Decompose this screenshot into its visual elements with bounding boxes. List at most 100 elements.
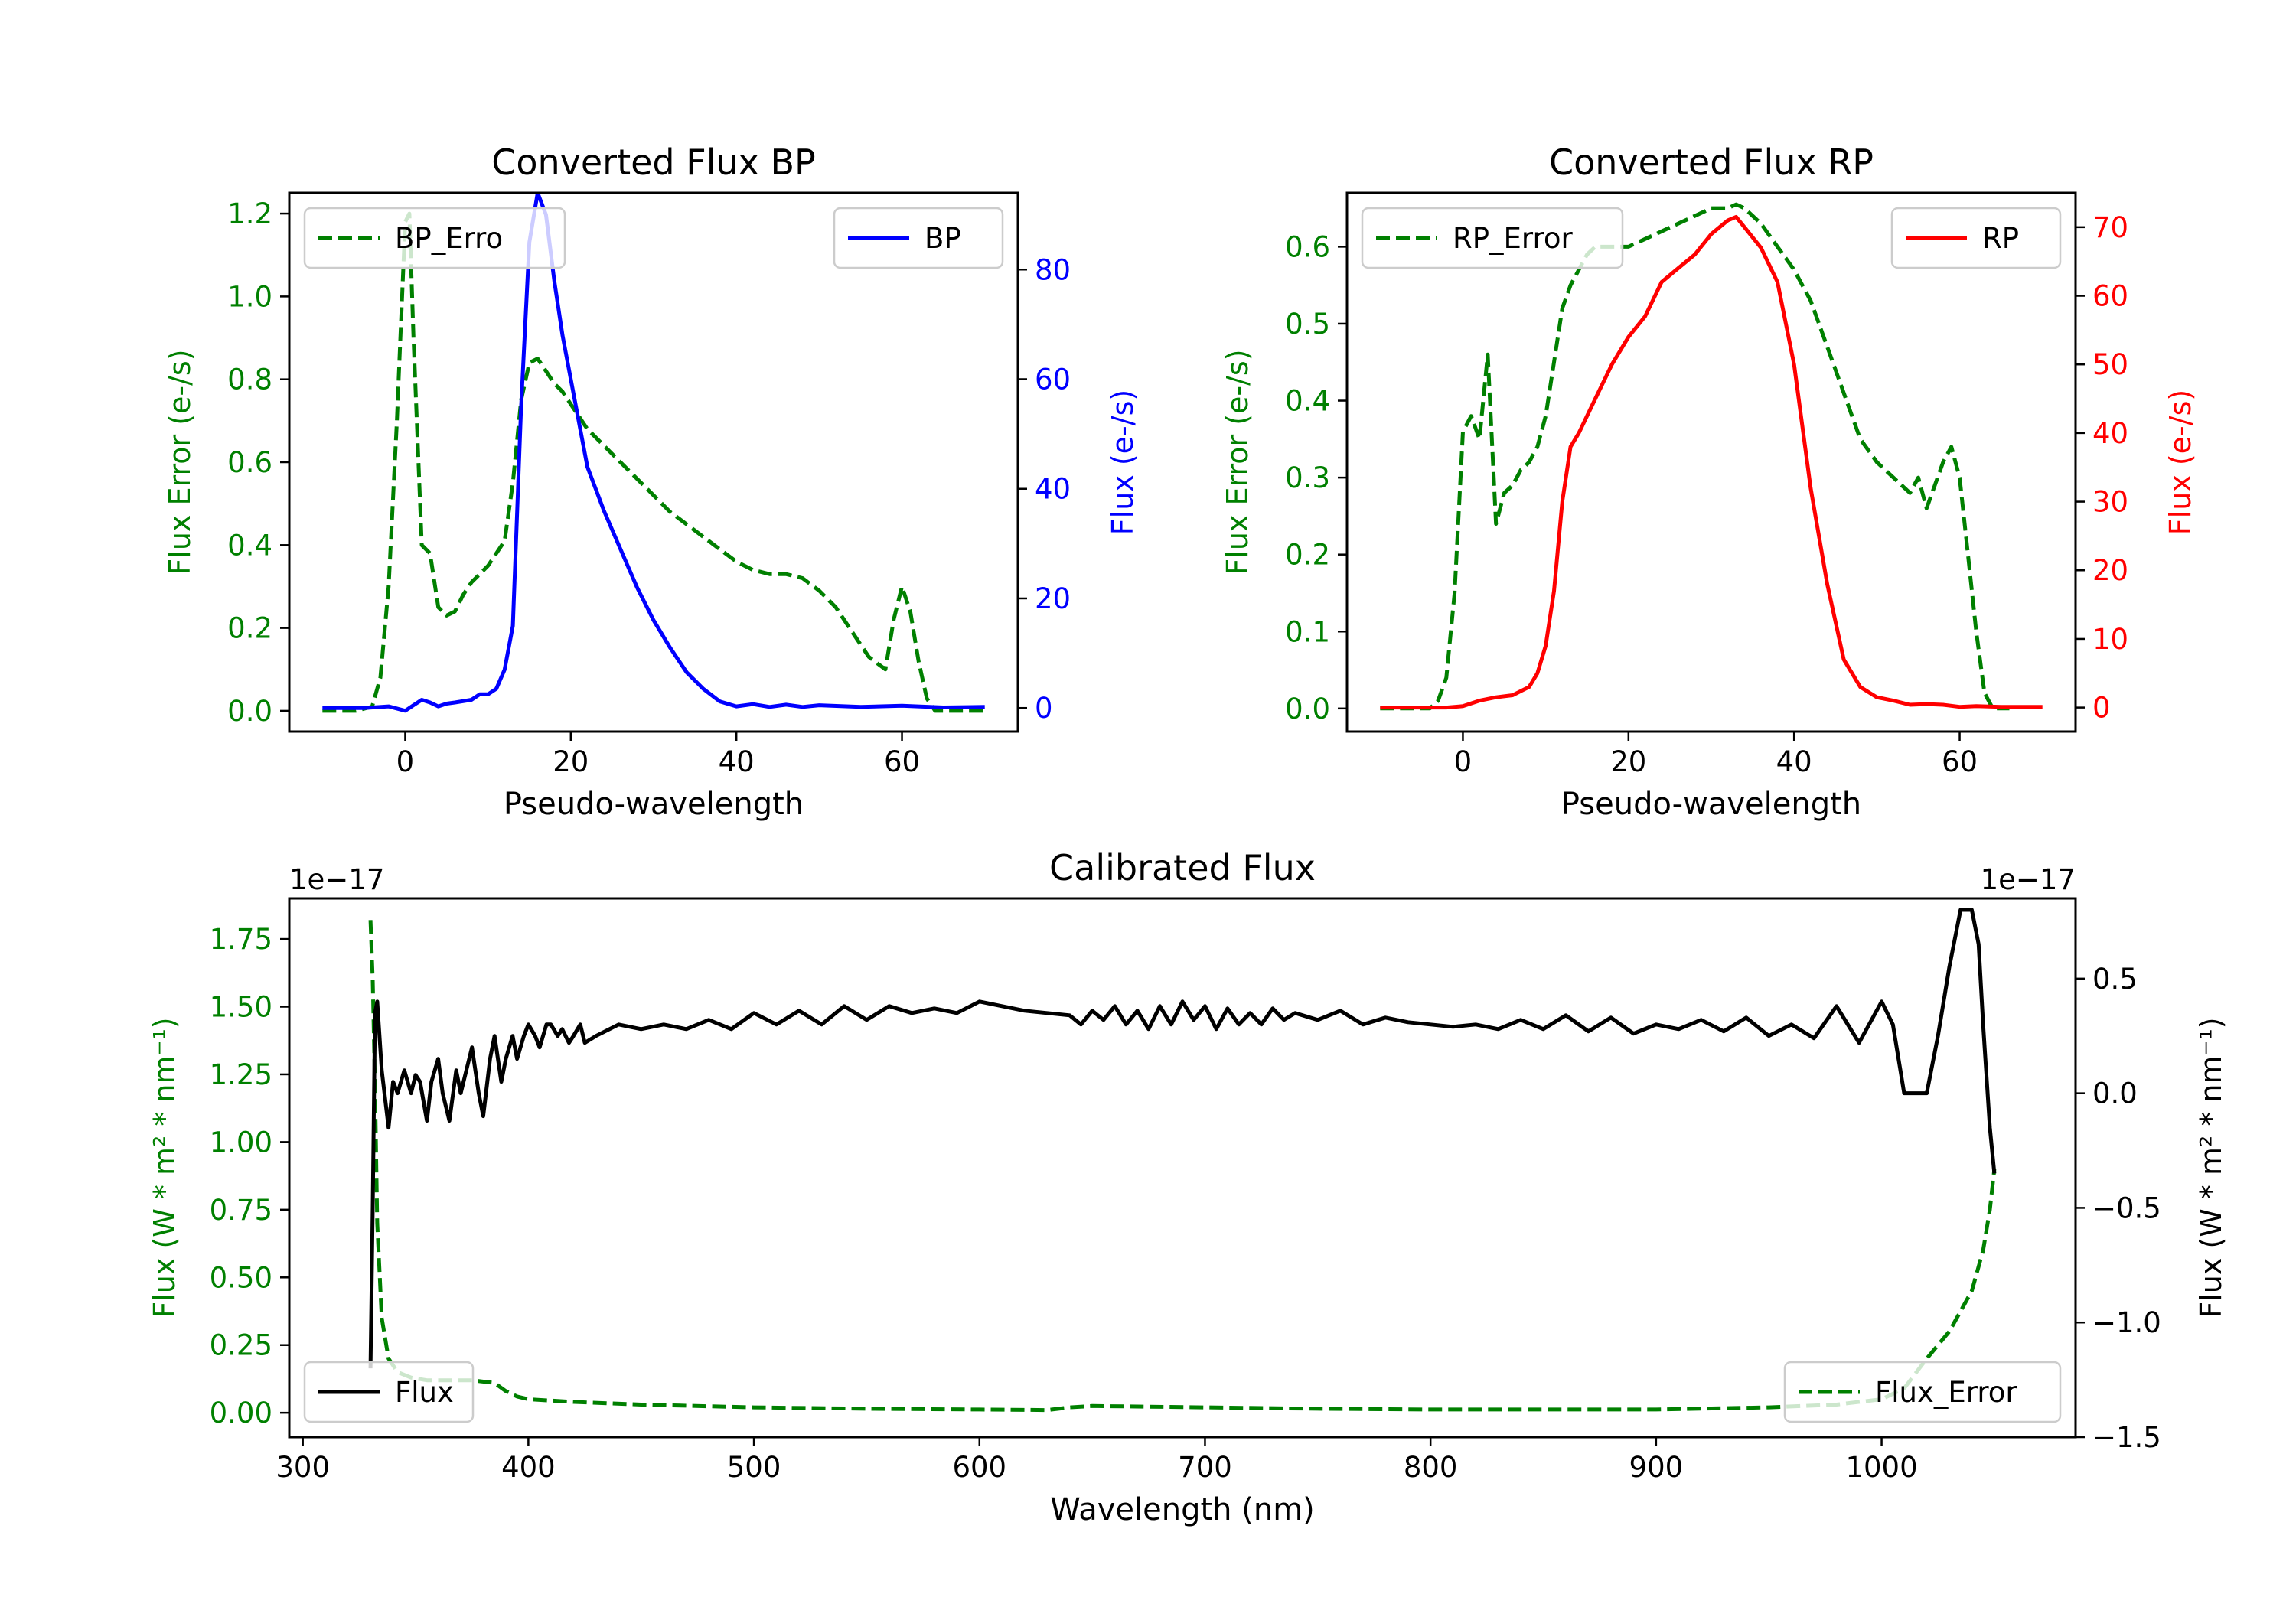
cal-ylabel-left: Flux (W * m² * nm⁻¹) — [148, 1017, 181, 1318]
rp-legend-box-left — [1361, 207, 1624, 269]
rp-xlabel: Pseudo-wavelength — [1561, 787, 1861, 822]
cal-xtick-label: 300 — [276, 1451, 330, 1484]
bp-legend-right: BP — [833, 207, 1004, 269]
bp-series-bp-error — [322, 211, 985, 713]
chart-rp: 0 20 40 60 0.0 0.1 0.2 0.3 0.4 0.5 0.6 0 10 20 30 40 50 6… — [1221, 142, 2197, 822]
bp-ytick-left-label: 0.0 — [227, 695, 272, 728]
bp-ytick-right-label: 40 — [1035, 473, 1071, 506]
rp-legend-box-right — [1890, 207, 2062, 269]
cal-legend-right: Flux_Error — [1783, 1361, 2062, 1423]
cal-xtick-label: 600 — [952, 1451, 1006, 1484]
bp-ytick-right-label: 20 — [1035, 582, 1071, 615]
cal-ytick-left-label: 1.75 — [210, 923, 272, 956]
bp-xtick-label: 40 — [719, 745, 755, 778]
cal-xtick-label: 400 — [501, 1451, 556, 1484]
cal-ytick-left-label: 0.75 — [210, 1194, 272, 1227]
rp-xtick-label: 0 — [1454, 745, 1473, 778]
bp-legend-label-right: BP — [925, 222, 961, 255]
bp-ytick-left-label: 0.6 — [227, 446, 272, 479]
bp-ylabel-left: Flux Error (e-/s) — [163, 349, 197, 575]
cal-offset-right: 1e−17 — [1981, 863, 2076, 896]
rp-legend-right: RP — [1890, 207, 2062, 269]
rp-series-rp — [1380, 214, 2043, 710]
bp-title: Converted Flux BP — [491, 142, 816, 183]
bp-xtick-label: 20 — [553, 745, 589, 778]
cal-ytick-left-label: 1.25 — [210, 1058, 272, 1091]
rp-ytick-left-label: 0.5 — [1285, 308, 1330, 341]
rp-ytick-left-label: 0.1 — [1285, 615, 1330, 648]
rp-plot-area — [1380, 202, 2043, 711]
rp-legend-label-left: RP_Error — [1453, 222, 1573, 255]
rp-ylabel-right: Flux (e-/s) — [2164, 390, 2197, 535]
rp-ytick-right-label: 70 — [2092, 211, 2128, 244]
rp-xtick-label: 60 — [1942, 745, 1978, 778]
cal-offset-left: 1e−17 — [289, 863, 384, 896]
bp-ytick-left-label: 0.4 — [227, 529, 272, 562]
rp-ytick-left-label: 0.2 — [1285, 539, 1330, 572]
rp-ytick-left-label: 0.3 — [1285, 461, 1330, 494]
cal-axes-frame — [288, 897, 2077, 1439]
cal-xtick-label: 800 — [1404, 1451, 1458, 1484]
cal-ylabel-right: Flux (W * m² * nm⁻¹) — [2194, 1017, 2228, 1318]
cal-legend-label-left: Flux — [395, 1376, 454, 1409]
cal-xtick-label: 700 — [1178, 1451, 1232, 1484]
bp-legend-left: BP_Erro — [303, 207, 566, 269]
cal-legend-label-right: Flux_Error — [1875, 1376, 2017, 1409]
cal-ytick-right-label: 0.5 — [2092, 963, 2138, 996]
rp-series-rp-error — [1380, 202, 2010, 711]
rp-ytick-right-label: 30 — [2092, 486, 2128, 519]
bp-ytick-right-label: 0 — [1035, 692, 1053, 725]
rp-legend-left: RP_Error — [1361, 207, 1624, 269]
cal-legend-left: Flux — [303, 1361, 475, 1423]
bp-ylabel-right: Flux (e-/s) — [1106, 390, 1140, 535]
rp-ytick-left-label: 0.0 — [1285, 693, 1330, 725]
bp-legend-box-left — [303, 207, 566, 269]
bp-ytick-right-label: 60 — [1035, 363, 1071, 396]
bp-series-bp — [322, 193, 985, 713]
cal-series-flux — [368, 908, 1997, 1369]
rp-ytick-right-label: 40 — [2092, 417, 2128, 450]
bp-xlabel: Pseudo-wavelength — [504, 787, 804, 822]
cal-xtick-label: 1000 — [1845, 1451, 1917, 1484]
cal-ytick-right-label: −1.0 — [2092, 1306, 2161, 1339]
rp-ylabel-left: Flux Error (e-/s) — [1221, 349, 1254, 575]
cal-ytick-right-label: −1.5 — [2092, 1421, 2161, 1454]
bp-legend-label-left: BP_Erro — [395, 222, 503, 255]
chart-bp: 0 20 40 60 0.0 0.2 0.4 0.6 0.8 1.0 1.2 0 20 40 60 80 Con… — [163, 142, 1140, 822]
cal-legend-box-left — [303, 1361, 475, 1423]
rp-ytick-left-label: 0.6 — [1285, 230, 1330, 263]
rp-axes-frame — [1345, 191, 2077, 733]
cal-xtick-label: 900 — [1629, 1451, 1684, 1484]
cal-ytick-left-label: 0.25 — [210, 1329, 272, 1362]
bp-ytick-left-label: 0.2 — [227, 612, 272, 645]
cal-ytick-right-label: 0.0 — [2092, 1077, 2138, 1110]
bp-xtick-label: 60 — [884, 745, 920, 778]
cal-ytick-left-label: 0.50 — [210, 1261, 272, 1294]
cal-ytick-left-label: 0.00 — [210, 1397, 272, 1429]
rp-ytick-right-label: 60 — [2092, 280, 2128, 313]
bp-ytick-left-label: 1.0 — [227, 280, 272, 313]
bp-plot-area — [322, 193, 985, 713]
cal-legend-box-right — [1783, 1361, 2062, 1423]
bp-ytick-left-label: 1.2 — [227, 197, 272, 230]
cal-xtick-label: 500 — [727, 1451, 781, 1484]
cal-ytick-right-label: −0.5 — [2092, 1191, 2161, 1224]
rp-ytick-right-label: 0 — [2092, 692, 2111, 725]
cal-title: Calibrated Flux — [1049, 847, 1316, 888]
cal-ytick-left-label: 1.50 — [210, 991, 272, 1024]
rp-title: Converted Flux RP — [1549, 142, 1874, 183]
cal-ytick-left-label: 1.00 — [210, 1126, 272, 1159]
rp-ytick-right-label: 20 — [2092, 554, 2128, 587]
bp-ytick-right-label: 80 — [1035, 253, 1071, 286]
bp-ytick-left-label: 0.8 — [227, 363, 272, 396]
rp-ytick-left-label: 0.4 — [1285, 385, 1330, 418]
chart-cal: 300 400 500 600 700 800 900 1000 0.00 0.25 0.50 0.7… — [148, 847, 2228, 1527]
rp-legend-label-right: RP — [1982, 222, 2019, 255]
rp-ytick-right-label: 50 — [2092, 348, 2128, 381]
rp-ytick-right-label: 10 — [2092, 623, 2128, 656]
rp-xtick-label: 40 — [1776, 745, 1812, 778]
bp-xtick-label: 0 — [396, 745, 415, 778]
rp-xtick-label: 20 — [1610, 745, 1646, 778]
cal-xlabel: Wavelength (nm) — [1050, 1492, 1315, 1527]
